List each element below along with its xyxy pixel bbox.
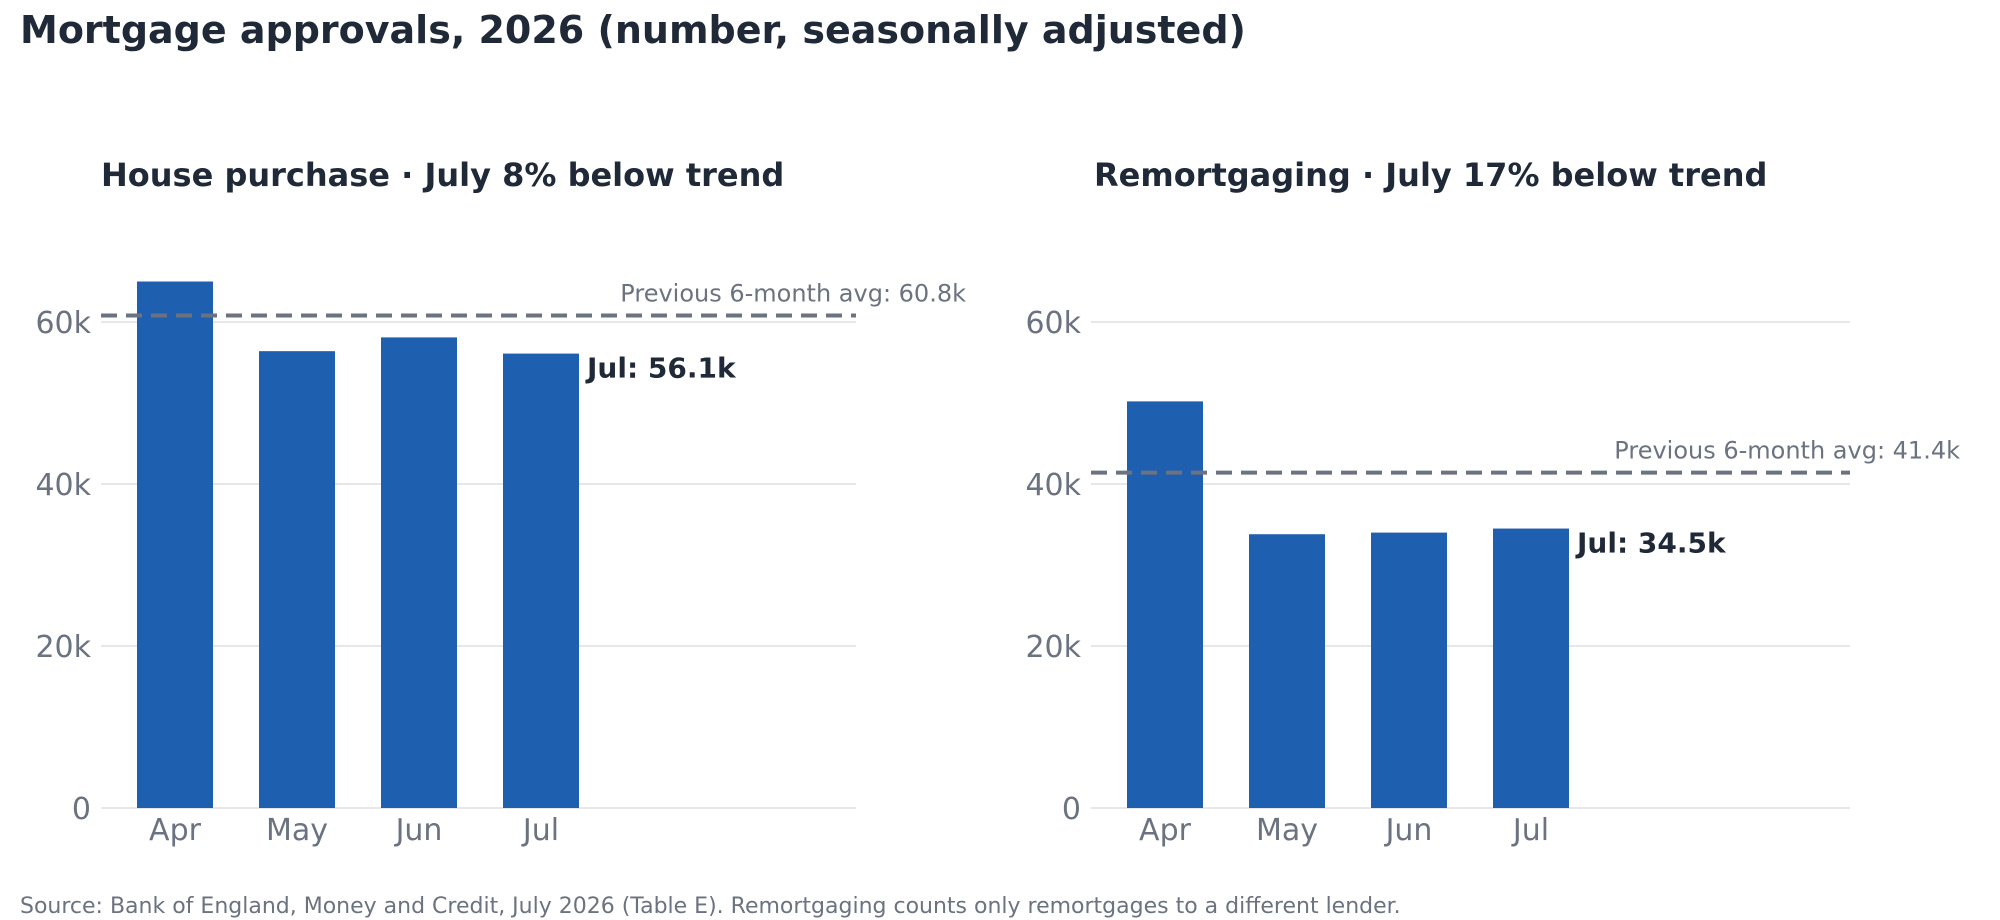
y-tick-label: 60k <box>1025 306 1081 341</box>
data-label: Jul: 56.1k <box>585 352 737 385</box>
bar-jul <box>1493 528 1569 808</box>
x-tick-label: May <box>266 813 328 848</box>
data-label: Jul: 34.5k <box>1575 527 1727 560</box>
source-note: Source: Bank of England, Money and Credi… <box>20 894 1401 919</box>
y-tick-label: 0 <box>72 792 91 827</box>
y-tick-label: 60k <box>35 306 91 341</box>
y-tick-label: 0 <box>1062 792 1081 827</box>
average-reference-label: Previous 6-month avg: 60.8k <box>620 280 966 308</box>
page-title: Mortgage approvals, 2026 (number, season… <box>20 8 1246 52</box>
bar-apr <box>1127 401 1203 808</box>
x-tick-label: Jun <box>394 813 443 848</box>
chart-panel-1: House purchase · July 8% below trend 0 20k… <box>35 156 966 848</box>
x-tick-label: Jul <box>521 813 559 848</box>
chart-panel-2: Remortgaging · July 17% below trend 0 20k 4… <box>1025 156 1960 848</box>
bar-jul <box>503 353 579 808</box>
x-tick-label: May <box>1256 813 1318 848</box>
y-tick-label: 40k <box>35 468 91 503</box>
bar-may <box>259 351 335 808</box>
x-tick-label: Jun <box>1384 813 1433 848</box>
x-tick-label: Apr <box>1139 813 1192 848</box>
x-tick-label: Apr <box>149 813 202 848</box>
y-tick-label: 40k <box>1025 468 1081 503</box>
bar-apr <box>137 281 213 808</box>
panel-title: House purchase · July 8% below trend <box>101 156 784 194</box>
bar-may <box>1249 534 1325 808</box>
average-reference-label: Previous 6-month avg: 41.4k <box>1614 437 1960 465</box>
panel-title: Remortgaging · July 17% below trend <box>1094 156 1767 194</box>
y-tick-label: 20k <box>35 630 91 665</box>
x-tick-label: Jul <box>1511 813 1549 848</box>
charts-canvas: House purchase · July 8% below trend 0 20k… <box>35 156 1960 848</box>
y-tick-label: 20k <box>1025 630 1081 665</box>
bar-jun <box>1371 532 1447 808</box>
bar-jun <box>381 337 457 808</box>
